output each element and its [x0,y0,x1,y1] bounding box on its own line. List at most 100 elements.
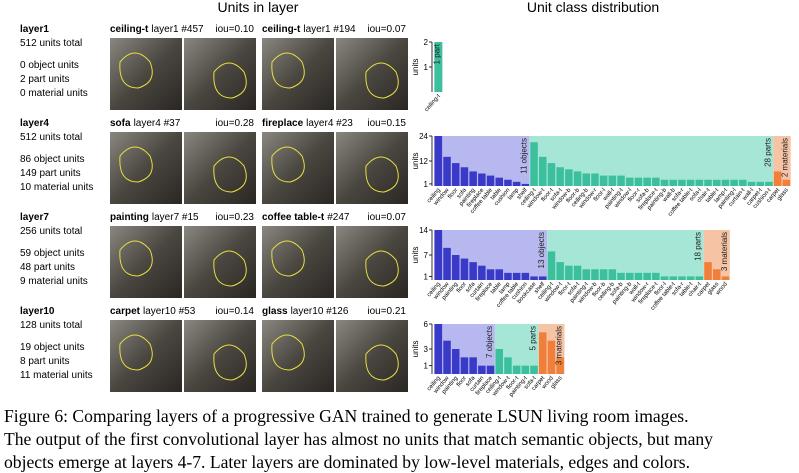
bar [495,177,503,186]
bar [478,265,486,280]
group-label: 3 materials [555,326,564,365]
panel-tag: layer4 #37 [134,118,181,129]
header-right: Unit class distribution [527,0,659,15]
bar [608,269,617,280]
y-tick-label: 2 [424,38,429,47]
bar [539,276,547,280]
bar [469,262,477,280]
bar [721,276,730,280]
caption-line: objects emerge at layers 4-7. Later laye… [4,452,690,472]
bar [434,42,443,92]
material-units: 0 material units [20,88,88,99]
bar [443,340,451,374]
bar [495,269,503,280]
header-left: Units in layer [218,0,299,15]
bar [495,349,503,374]
units-label: units [411,341,420,358]
segmentation-outline [213,156,247,193]
bar [573,171,582,186]
group-label: 11 objects [520,138,529,174]
y-tick-label: 3 [424,345,429,354]
bar [660,179,669,186]
bar [556,262,564,280]
image-placeholder [336,320,408,392]
bar [582,173,590,186]
units-total: 128 units total [20,320,82,331]
material-units: 11 material units [20,370,93,381]
bar [547,251,556,280]
panel-tag: layer4 #23 [306,118,353,129]
units-label: units [411,153,420,170]
panel-iou: iou=0.10 [215,24,254,35]
bar [469,171,477,186]
image-placeholder [262,320,334,392]
bar [643,272,651,280]
bar [634,177,643,186]
bar [452,255,460,280]
image-placeholder [184,38,256,110]
panel-iou: iou=0.28 [215,118,254,129]
bar [539,156,547,186]
bar [686,276,695,280]
bar [434,230,443,280]
group-label: 3 materials [720,232,729,271]
image-placeholder [110,226,182,298]
bar [504,179,512,186]
bar [547,340,556,374]
group-background [547,230,704,280]
part-units: 8 part units [20,356,69,367]
image-placeholder [184,226,256,298]
bar [486,175,495,186]
y-tick-label: 1 [424,272,429,281]
units-total: 256 units total [20,226,82,237]
bar [521,272,530,280]
group-label: 1 part [433,43,442,64]
bar [504,357,512,374]
y-tick-label: 1 [424,362,429,371]
panel-iou: iou=0.14 [215,306,254,317]
panel-label: painting layer7 #15 [110,212,199,223]
y-tick-label: 24 [419,132,428,141]
image-placeholder [110,132,182,204]
bar [669,276,677,280]
bar [686,179,695,186]
y-tick-label: 6 [424,320,429,329]
bar [460,357,469,374]
panel-tag: layer10 #53 [143,306,196,317]
bar [573,265,582,280]
bar [478,173,486,186]
panel-label: carpet layer10 #53 [110,306,196,317]
segmentation-outline [119,52,153,89]
part-units: 2 part units [20,74,69,85]
part-units: 149 part units [20,168,81,179]
image-placeholder [110,320,182,392]
bar [565,169,573,186]
bar [452,349,460,374]
bar [652,272,660,280]
panel-class: painting [110,212,149,223]
units-total: 512 units total [20,132,82,143]
panel-label: fireplace layer4 #23 [262,118,353,129]
segmentation-outline [271,146,305,183]
y-tick-label: 1 [424,63,429,72]
bar [721,179,730,186]
object-units: 86 object units [20,154,85,165]
bar [704,179,712,186]
panel-iou: iou=0.07 [367,24,406,35]
bar [486,365,495,374]
bar [556,167,564,186]
bar [730,179,738,186]
bar [695,179,704,186]
panel-class: fireplace [262,118,304,129]
bar [512,181,521,186]
panel-class: ceiling-t [110,24,149,35]
bar [599,269,608,280]
panel-tag: #247 [327,212,350,223]
bar [669,179,677,186]
image-placeholder [184,132,256,204]
image-placeholder [336,132,408,204]
segmentation-outline [213,62,247,99]
bar [617,175,625,186]
caption-line: The output of the first convolutional la… [4,429,713,449]
caption-line: Figure 6: Comparing layers of a progress… [4,406,689,426]
